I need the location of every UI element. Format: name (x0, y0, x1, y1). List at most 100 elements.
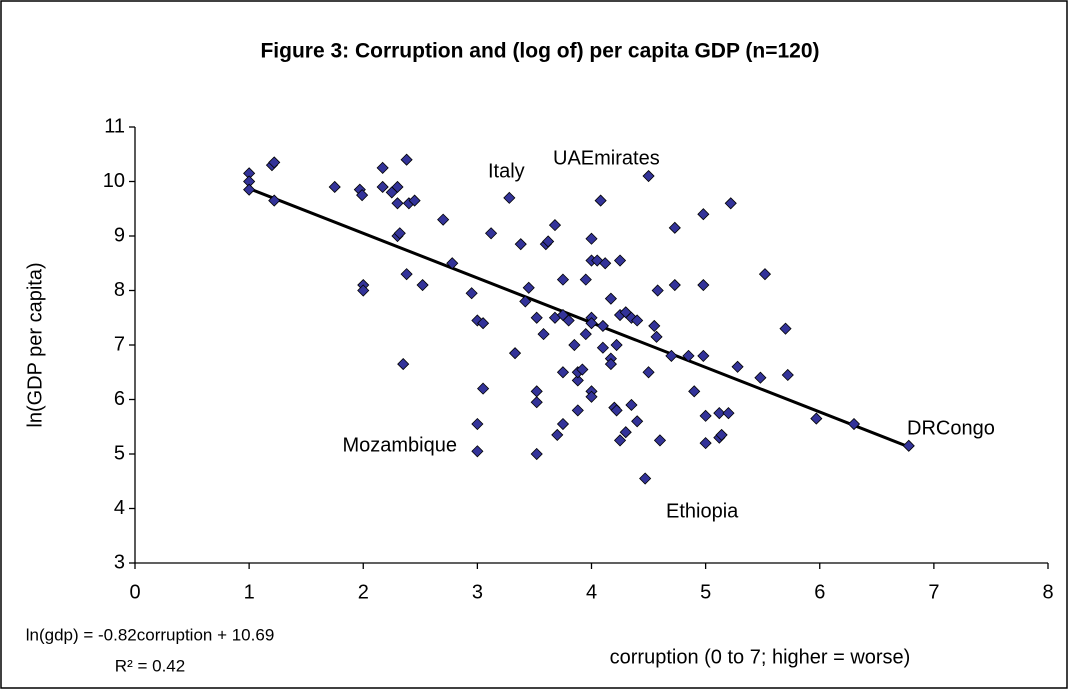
point (556, 366, 570, 379)
point (731, 360, 744, 373)
point (585, 232, 598, 245)
point (653, 434, 667, 447)
point (781, 368, 794, 382)
trend-line (248, 187, 910, 449)
point (530, 396, 543, 409)
point (585, 390, 598, 403)
trend-equation: ln(gdp) = -0.82corruption + 10.69 (26, 625, 275, 644)
point (688, 385, 701, 398)
point (631, 314, 644, 327)
point (471, 417, 484, 431)
point (568, 338, 581, 352)
point (328, 180, 341, 194)
point (613, 434, 627, 447)
point (594, 194, 607, 207)
point (651, 284, 664, 297)
point (699, 437, 712, 450)
point (648, 319, 661, 332)
point (537, 328, 550, 341)
point (642, 366, 655, 379)
point (408, 194, 421, 207)
point (400, 268, 413, 281)
x-tick-label: 6 (814, 581, 825, 603)
point (571, 374, 584, 387)
x-tick-label: 8 (1042, 581, 1053, 603)
chart-title: Figure 3: Corruption and (log of) per ca… (260, 40, 819, 63)
annotation: Mozambique (342, 434, 457, 456)
point (754, 371, 767, 384)
point (699, 409, 712, 422)
point (356, 189, 369, 202)
point (697, 208, 710, 221)
point (579, 273, 592, 286)
y-tick-label: 8 (114, 279, 125, 301)
point (625, 398, 638, 412)
point (847, 417, 861, 431)
point (548, 219, 562, 232)
point (508, 347, 522, 360)
point (416, 278, 429, 292)
point (471, 445, 484, 458)
point (268, 156, 281, 169)
annotation: Ethiopia (666, 500, 739, 522)
y-axis-label: ln(GDP per capita) (24, 262, 46, 427)
point (522, 281, 535, 294)
point (642, 169, 655, 183)
point (596, 341, 609, 354)
y-tick-label: 3 (114, 551, 125, 573)
point (576, 363, 589, 376)
point (556, 417, 570, 431)
point (556, 273, 570, 286)
point (610, 338, 623, 352)
annotation: Italy (488, 160, 525, 182)
point (668, 278, 681, 292)
point (713, 407, 726, 420)
y-tick-label: 6 (114, 388, 125, 410)
point (604, 358, 617, 371)
y-tick-label: 5 (114, 442, 125, 464)
point (596, 319, 609, 332)
point (530, 311, 543, 324)
x-tick-label: 4 (586, 581, 597, 603)
point (810, 412, 823, 425)
point (397, 358, 410, 371)
point (391, 197, 404, 210)
point (665, 349, 678, 362)
point (400, 153, 413, 166)
point (639, 472, 652, 485)
point (446, 257, 459, 270)
point (697, 349, 710, 362)
point (268, 194, 281, 207)
point (579, 328, 592, 341)
x-tick-label: 7 (928, 581, 939, 603)
x-tick-label: 1 (244, 581, 255, 603)
point (477, 317, 490, 330)
point (357, 284, 370, 297)
x-axis-label: corruption (0 to 7; higher = worse) (610, 646, 911, 668)
point (437, 213, 450, 226)
y-tick-label: 4 (114, 497, 125, 519)
point (631, 415, 644, 428)
point (519, 295, 532, 308)
point (503, 191, 516, 204)
annotation: UAEmirates (553, 147, 660, 169)
point (604, 292, 617, 305)
point (610, 404, 623, 417)
point (619, 426, 632, 439)
point (599, 257, 612, 270)
point (571, 404, 584, 417)
point (779, 322, 792, 335)
point (758, 268, 772, 281)
y-tick-label: 11 (104, 115, 125, 137)
r-squared: R² = 0.42 (115, 656, 185, 675)
point (551, 428, 564, 441)
point (376, 161, 389, 174)
point (530, 447, 543, 461)
point (668, 221, 681, 234)
point (902, 439, 915, 452)
point (485, 227, 498, 240)
y-tick-label: 7 (114, 333, 125, 355)
point (722, 407, 735, 420)
point (724, 197, 737, 210)
